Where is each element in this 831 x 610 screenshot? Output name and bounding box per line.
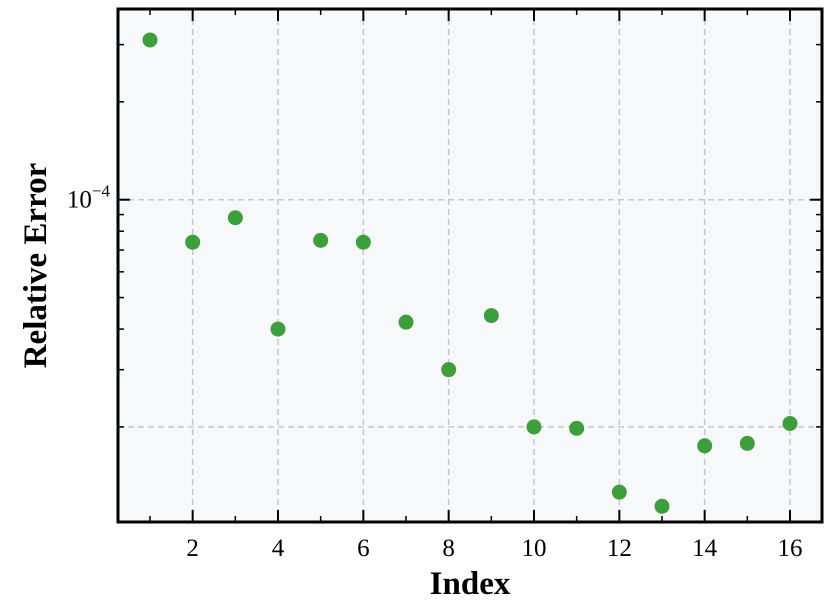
data-point (441, 362, 457, 378)
data-point (654, 498, 670, 514)
x-tick-label: 14 (692, 535, 718, 562)
x-tick-label: 10 (522, 535, 547, 562)
y-tick-label: 10−4 (67, 182, 111, 214)
x-tick-label: 16 (778, 535, 803, 562)
data-point (313, 232, 329, 248)
x-tick-label: 8 (442, 535, 455, 562)
data-point (526, 419, 542, 435)
x-axis-label: Index (430, 566, 511, 602)
data-point (398, 314, 414, 330)
data-points (142, 32, 798, 514)
tick-labels: 2 4 6 8 10 12 14 16 10−4 (67, 182, 803, 562)
data-point (569, 420, 585, 436)
data-point (142, 32, 158, 48)
data-point (782, 415, 798, 431)
data-point (611, 484, 627, 500)
plot-background (118, 9, 822, 522)
y-axis-label: Relative Error (18, 163, 54, 369)
axis-ticks (118, 9, 822, 522)
x-tick-label: 12 (607, 535, 632, 562)
data-point (185, 234, 201, 250)
data-point (739, 435, 755, 451)
data-point (227, 210, 243, 226)
x-tick-label: 2 (186, 535, 199, 562)
x-tick-label: 4 (272, 535, 285, 562)
grid (118, 9, 822, 522)
plot-frame (116, 7, 824, 524)
data-point (270, 321, 286, 337)
data-point (355, 234, 371, 250)
x-tick-label: 6 (357, 535, 370, 562)
data-point (697, 438, 713, 454)
data-point (483, 308, 499, 324)
